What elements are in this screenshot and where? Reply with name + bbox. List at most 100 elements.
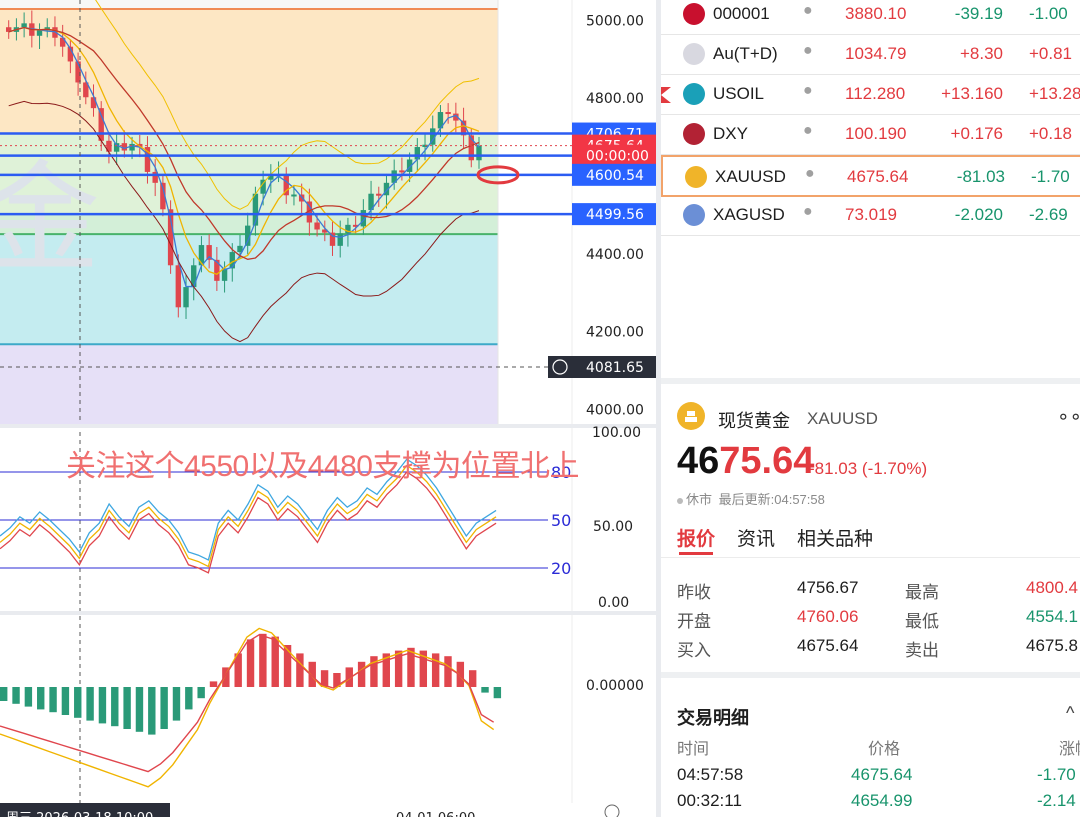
tab-news[interactable]: 资讯 — [737, 529, 776, 550]
rsi-line — [0, 458, 497, 561]
tab-related[interactable]: 相关品种 — [797, 529, 874, 550]
watchlist-row[interactable]: Au(T+D) ● 1034.79 +8.30 +0.81 — [661, 34, 1080, 75]
candle-body[interactable] — [445, 112, 451, 115]
candle-body[interactable] — [175, 265, 182, 308]
candle-body[interactable] — [360, 210, 367, 227]
candle-body[interactable] — [90, 97, 97, 109]
candle-body[interactable] — [468, 135, 474, 161]
candle-body[interactable] — [414, 147, 421, 160]
macd-histogram-bar — [407, 647, 415, 687]
pane-divider[interactable] — [0, 424, 656, 428]
candle-body[interactable] — [368, 193, 374, 211]
oil-drop-icon — [683, 83, 705, 105]
candle-body[interactable] — [36, 30, 43, 36]
candle-body[interactable] — [144, 147, 151, 172]
macd-histogram-bar — [419, 650, 428, 687]
candle-body[interactable] — [206, 245, 212, 260]
flag-marker-icon — [661, 87, 671, 103]
candle-body[interactable] — [352, 224, 359, 227]
stat-value: 4675.64 — [797, 636, 859, 655]
last-price-major: 46 — [677, 440, 720, 482]
crosshair-add-icon[interactable] — [552, 359, 568, 375]
watchlist-change: -2.020 — [954, 205, 1003, 224]
candle-body[interactable] — [214, 259, 220, 281]
more-options-icon[interactable]: ∘∘∘ — [1057, 406, 1080, 428]
time-axis-label: 周三 2026-03-18 10:00 — [6, 811, 153, 817]
candle-body[interactable] — [129, 143, 135, 151]
stat-value: 4756.67 — [797, 578, 859, 597]
rsi-axis-label: 100.00 — [592, 425, 641, 441]
candle-body[interactable] — [121, 143, 128, 151]
macd-histogram-bar — [394, 650, 403, 687]
price-tick-label: 4400.00 — [586, 247, 644, 263]
time-settings-icon[interactable] — [604, 804, 620, 817]
candle-body[interactable] — [376, 193, 382, 196]
candle-body[interactable] — [406, 159, 413, 172]
gold-bars-icon — [677, 402, 705, 430]
candle-body[interactable] — [399, 170, 405, 173]
candle-body[interactable] — [460, 120, 467, 136]
candle-body[interactable] — [453, 113, 459, 121]
candle-body[interactable] — [306, 201, 313, 223]
candle-body[interactable] — [314, 222, 320, 230]
candle-body[interactable] — [191, 265, 197, 288]
candle-body[interactable] — [283, 174, 289, 196]
watchlist-symbol: USOIL — [713, 84, 765, 103]
candle-body[interactable] — [383, 182, 390, 196]
collapse-chevron-icon[interactable]: ^ — [1066, 703, 1075, 723]
candle-body[interactable] — [322, 229, 328, 233]
watchlist-price: 1034.79 — [845, 44, 907, 63]
candle-body[interactable] — [221, 268, 228, 281]
candle-body[interactable] — [98, 108, 104, 141]
candle-body[interactable] — [198, 245, 205, 266]
price-chart[interactable]: 金 5000.00 4800.00 4400.00 4200.00 4000.00 4706… — [0, 0, 656, 817]
candle-body[interactable] — [437, 112, 444, 129]
watchlist-row[interactable]: XAGUSD ● 73.019 -2.020 -2.69 — [661, 195, 1080, 236]
tab-quote[interactable]: 报价 — [677, 529, 716, 550]
candle-body[interactable] — [337, 233, 343, 246]
silver-bars-icon — [683, 204, 705, 226]
macd-histogram-bar — [24, 687, 33, 707]
trade-price: 4675.64 — [851, 765, 913, 784]
candle-body[interactable] — [67, 46, 74, 62]
candle-body[interactable] — [167, 209, 174, 266]
candle-body[interactable] — [183, 287, 189, 308]
candle-body[interactable] — [268, 175, 274, 180]
candle-body[interactable] — [291, 194, 297, 197]
candle-body[interactable] — [83, 82, 89, 98]
watchlist-row[interactable]: USOIL ● 112.280 +13.160 +13.28 — [661, 74, 1080, 115]
candle-body[interactable] — [237, 245, 243, 253]
candle-body[interactable] — [229, 252, 235, 269]
watermark-text: 金 — [0, 150, 100, 289]
candle-body[interactable] — [260, 179, 266, 194]
chart-canvas[interactable]: 金5000.004800.004400.004200.004000.004706… — [0, 0, 656, 817]
rsi-axis-label: 80 — [551, 463, 571, 482]
candle-body[interactable] — [21, 23, 27, 28]
watchlist-percent: -1.00 — [1029, 4, 1068, 23]
candle-body[interactable] — [252, 193, 259, 226]
macd-histogram-bar — [246, 639, 255, 687]
candle-body[interactable] — [329, 232, 336, 246]
trades-header-time: 时间 — [677, 741, 710, 758]
candle-body[interactable] — [106, 140, 112, 152]
price-tag-bg — [572, 144, 656, 167]
candle-body[interactable] — [160, 182, 166, 210]
candle-body[interactable] — [430, 128, 436, 145]
candle-body[interactable] — [476, 145, 482, 161]
macd-histogram-bar — [61, 687, 70, 715]
watchlist-row[interactable]: XAUUSD ● 4675.64 -81.03 -1.70 — [661, 155, 1080, 197]
candle-body[interactable] — [75, 61, 81, 83]
pane-divider[interactable] — [0, 611, 656, 615]
macd-histogram-bar — [308, 661, 316, 687]
watchlist-dot-icon: ● — [805, 165, 815, 182]
candle-body[interactable] — [6, 27, 12, 32]
panel-divider[interactable] — [656, 0, 661, 817]
watchlist-row[interactable]: DXY ● 100.190 +0.176 +0.18 — [661, 114, 1080, 155]
candle-body[interactable] — [152, 171, 158, 183]
watchlist-row[interactable]: 000001 ● 3880.10 -39.19 -1.00 — [661, 0, 1080, 35]
candle-body[interactable] — [345, 224, 351, 234]
candle-body[interactable] — [113, 143, 120, 152]
candle-body[interactable] — [391, 170, 397, 183]
candle-body[interactable] — [59, 37, 66, 47]
candle-body[interactable] — [245, 225, 251, 246]
